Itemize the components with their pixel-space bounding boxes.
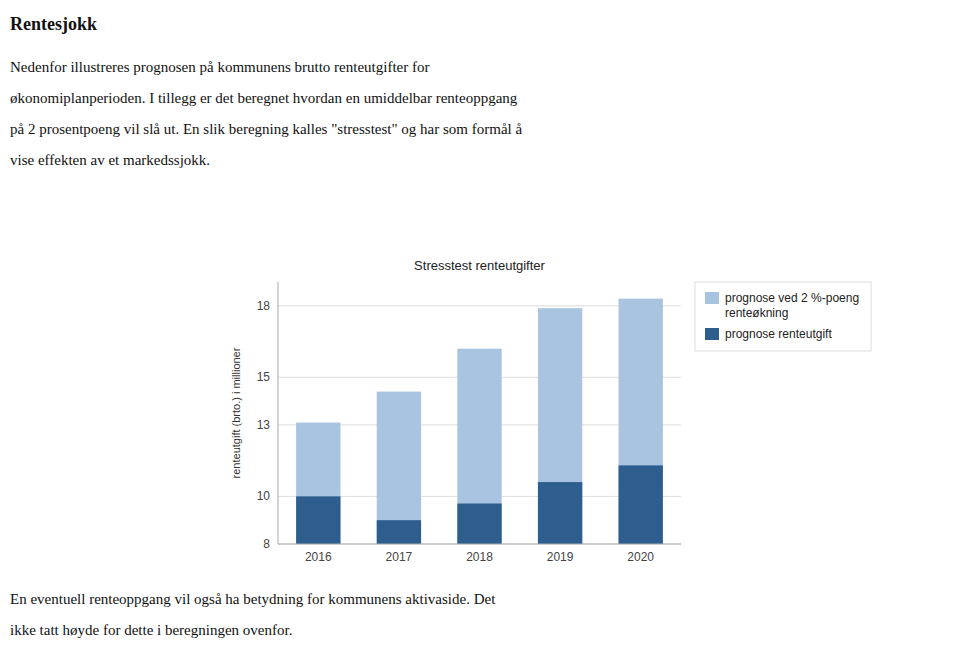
paragraph-line: økonomiplanperioden. I tillegg er det be…: [10, 90, 518, 106]
footer-line: En eventuell renteoppgang vil også ha be…: [10, 591, 496, 607]
y-axis-line: [278, 282, 279, 544]
bars: [296, 299, 663, 544]
legend-label: prognose ved 2 %-poengrenteøkning: [725, 291, 859, 320]
legend-label: prognose renteutgift: [725, 327, 832, 341]
bar: [457, 504, 501, 544]
x-tick-label: 2016: [305, 550, 332, 564]
x-tick-label: 2020: [627, 550, 654, 564]
bar: [296, 423, 340, 544]
legend: prognose ved 2 %-poengrenteøkningprognos…: [695, 282, 871, 351]
bar: [296, 496, 340, 544]
x-axis-line: [278, 544, 681, 545]
chart: Stresstest renteutgifter 8 10 13 15 18 renteut…: [230, 258, 871, 564]
bar: [538, 482, 582, 544]
grid-line: [278, 544, 681, 545]
bar: [457, 349, 501, 544]
y-tick-label: 13: [257, 418, 271, 432]
footer-line: ikke tatt høyde for dette i beregningen …: [10, 622, 292, 638]
chart-title: Stresstest renteutgifter: [414, 258, 545, 273]
legend-swatch: [705, 328, 719, 340]
paragraph-line: vise effekten av et markedssjokk.: [10, 152, 210, 168]
y-tick-label: 8: [263, 537, 270, 551]
y-tick-label: 18: [257, 299, 271, 313]
legend-label-line: prognose ved 2 %-poeng: [725, 291, 859, 305]
bar: [538, 308, 582, 544]
paragraph-line: Nedenfor illustreres prognosen på kommun…: [10, 59, 429, 75]
bar: [377, 520, 421, 544]
bar: [377, 392, 421, 544]
page: Rentesjokk Nedenfor illustreres prognosen…: [0, 0, 960, 655]
x-tick-label: 2017: [386, 550, 413, 564]
paragraph-line: på 2 prosentpoeng vil slå ut. En slik be…: [10, 121, 522, 137]
legend-label-line: renteøkning: [725, 306, 788, 320]
x-tick-label: 2019: [547, 550, 574, 564]
bar: [619, 299, 663, 544]
bar: [619, 465, 663, 544]
legend-label-line: prognose renteutgift: [725, 327, 832, 341]
legend-frame: [695, 282, 871, 351]
legend-swatch: [705, 292, 719, 304]
background: [0, 0, 960, 655]
x-tick-label: 2018: [466, 550, 493, 564]
y-tick-label: 15: [257, 370, 271, 384]
heading: Rentesjokk: [10, 14, 97, 34]
y-axis-label: renteutgift (brto.) i millioner: [230, 347, 242, 478]
y-tick-label: 10: [257, 489, 271, 503]
